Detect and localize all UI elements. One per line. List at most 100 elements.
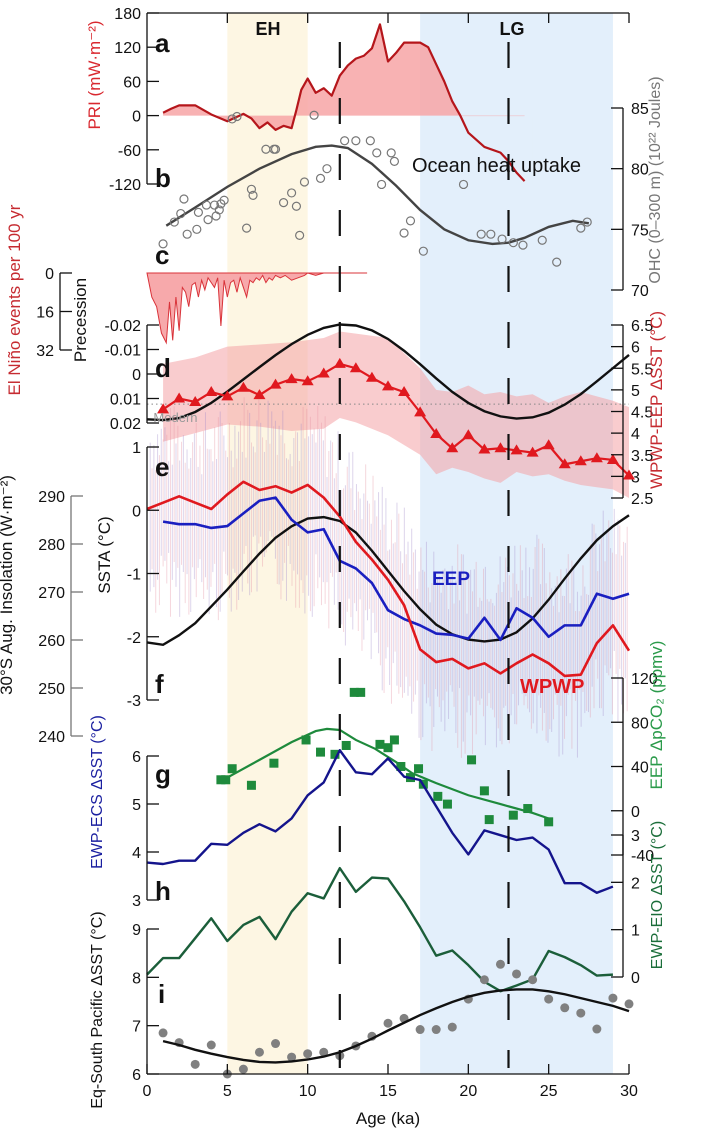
pri-axis-tick-label: -120 bbox=[109, 177, 141, 194]
wpwp-sst-line bbox=[146, 480, 631, 678]
pco2-data-point bbox=[316, 747, 326, 757]
ohc-data-point bbox=[287, 188, 297, 198]
ohc-data-point bbox=[552, 257, 562, 267]
eq-south-pacific-data-point bbox=[158, 1028, 168, 1038]
wpwp-eep-triangle-point bbox=[301, 375, 314, 386]
wpwp-eep-triangle-point bbox=[157, 403, 170, 414]
wpwp-eep-triangle-point bbox=[558, 458, 571, 469]
ewp-eio-axis-title: EWP-EIO ΔSST (°C) bbox=[649, 821, 666, 969]
pco2-data-point bbox=[375, 739, 385, 749]
ohc-data-point bbox=[176, 208, 186, 219]
ohc-axis-tick-label: 70 bbox=[631, 283, 649, 300]
ohc-data-point bbox=[372, 148, 382, 158]
ohc-data-point bbox=[351, 136, 361, 146]
eq-south-pacific-data-point bbox=[303, 1049, 313, 1059]
precession-axis-tick-label: 0.02 bbox=[110, 416, 141, 433]
wpwp-eep-axis-title: WPWP-EEP ΔSST (°C) bbox=[647, 311, 666, 489]
wpwp-eep-axis-tick-label: 3.5 bbox=[631, 448, 653, 465]
ewp-ecs-axis-title: EWP-ECS ΔSST (°C) bbox=[89, 715, 106, 869]
wpwp-eep-triangle-point bbox=[285, 373, 298, 384]
insolation-axis-tick-label: 270 bbox=[38, 585, 65, 602]
ohc-data-point bbox=[458, 179, 469, 190]
eq-south-pacific-axis-tick-label: 7 bbox=[132, 1019, 141, 1036]
x-axis-tick-label: 10 bbox=[299, 1083, 317, 1100]
eq-south-pacific-axis-tick-label: 6 bbox=[132, 1067, 141, 1084]
wpwp-eep-triangle-point bbox=[510, 444, 523, 455]
ohc-axis-tick-label: 85 bbox=[631, 101, 649, 118]
wpwp-eep-triangle-point bbox=[269, 378, 282, 389]
wpwp-eep-triangle-point bbox=[237, 381, 250, 392]
ewp-ecs-axis-tick-label: 6 bbox=[132, 749, 141, 766]
pco2-data-point bbox=[396, 762, 406, 771]
ohc-data-point bbox=[340, 136, 350, 146]
eq-south-pacific-data-point bbox=[512, 969, 522, 979]
x-axis-tick-label: 25 bbox=[540, 1083, 558, 1100]
panel-label-h: h bbox=[155, 876, 171, 906]
eq-south-pacific-data-point bbox=[624, 999, 634, 1009]
pco2-axis-tick-label: 80 bbox=[631, 715, 649, 732]
eep-sst-line bbox=[162, 496, 630, 642]
eq-south-pacific-data-point bbox=[271, 1039, 281, 1049]
panel-label-g: g bbox=[155, 759, 171, 789]
ohc-axis-tick-label: 80 bbox=[631, 162, 649, 179]
pco2-axis-tick-label: -40 bbox=[631, 848, 654, 865]
pco2-data-point bbox=[544, 817, 554, 827]
pco2-data-point bbox=[216, 775, 226, 785]
ohc-data-point bbox=[508, 238, 518, 248]
pri-axis-tick-label: 120 bbox=[114, 40, 141, 57]
eq-south-pacific-data-point bbox=[431, 1025, 441, 1035]
el-nino-axis-tick-label: 16 bbox=[36, 305, 54, 322]
ohc-fit-line bbox=[165, 144, 590, 246]
wpwp-eep-triangle-point bbox=[317, 367, 330, 378]
pco2-data-point bbox=[508, 810, 518, 820]
ohc-data-point bbox=[219, 195, 229, 205]
eq-south-pacific-data-point bbox=[608, 993, 618, 1003]
wpwp-eep-triangle-point bbox=[349, 362, 362, 373]
ssta-axis-tick-label: -3 bbox=[127, 693, 141, 710]
wpwp-eep-triangle-point bbox=[173, 392, 186, 403]
ohc-data-point bbox=[227, 114, 237, 124]
ohc-data-point bbox=[497, 234, 507, 244]
wpwp-eep-triangle-point bbox=[221, 390, 234, 401]
wpwp-eep-triangle-point bbox=[606, 453, 619, 464]
ohc-data-point bbox=[486, 229, 496, 239]
ewp-eio-line bbox=[146, 866, 614, 993]
insolation-axis-tick-label: 290 bbox=[38, 489, 65, 506]
eq-south-pacific-data-point bbox=[383, 1018, 393, 1028]
panel-label-d: d bbox=[155, 353, 171, 383]
ewp-ecs-line bbox=[146, 749, 614, 894]
pri-fill bbox=[163, 24, 525, 182]
ohc-data-point bbox=[203, 215, 213, 225]
eq-south-pacific-axis-tick-label: 8 bbox=[132, 970, 141, 987]
x-axis-tick-label: 30 bbox=[620, 1083, 638, 1100]
wpwp-eep-axis-tick-label: 3 bbox=[631, 469, 640, 486]
wpwp-eep-triangle-point bbox=[430, 427, 443, 438]
ohc-data-point bbox=[418, 246, 428, 256]
pri-axis-tick-label: -60 bbox=[118, 143, 141, 160]
eq-south-pacific-axis-title: Eq-South Pacific ΔSST (°C) bbox=[89, 911, 106, 1108]
ohc-data-point bbox=[182, 229, 192, 239]
wpwp-eep-triangle-point bbox=[382, 380, 394, 391]
ohc-data-point bbox=[309, 110, 319, 120]
pco2-data-point bbox=[389, 735, 399, 745]
pco2-data-point bbox=[383, 743, 393, 753]
panel-label-a: a bbox=[155, 28, 170, 58]
ohc-data-point bbox=[158, 239, 168, 249]
eq-south-pacific-data-point bbox=[287, 1052, 297, 1062]
pri-axis-tick-label: 60 bbox=[123, 74, 141, 91]
wpwp-eep-triangle-point bbox=[542, 439, 555, 450]
ohc-data-point bbox=[537, 235, 547, 245]
wpwp-eep-triangle-point bbox=[526, 446, 539, 457]
eq-south-pacific-data-point bbox=[592, 1024, 602, 1034]
wpwp-eep-triangle-point bbox=[590, 452, 603, 463]
ohc-data-point bbox=[248, 190, 258, 200]
ohc-data-point bbox=[405, 216, 416, 226]
wpwp-eep-triangle-point bbox=[478, 443, 491, 454]
x-axis-tick-label: 15 bbox=[379, 1083, 397, 1100]
pco2-data-point bbox=[349, 687, 359, 697]
precession-axis-tick-label: 0 bbox=[132, 367, 141, 384]
ohc-data-point bbox=[193, 207, 204, 217]
data-layer bbox=[146, 23, 635, 1079]
eq-south-pacific-data-point bbox=[238, 1064, 248, 1074]
pco2-data-point bbox=[433, 791, 443, 801]
